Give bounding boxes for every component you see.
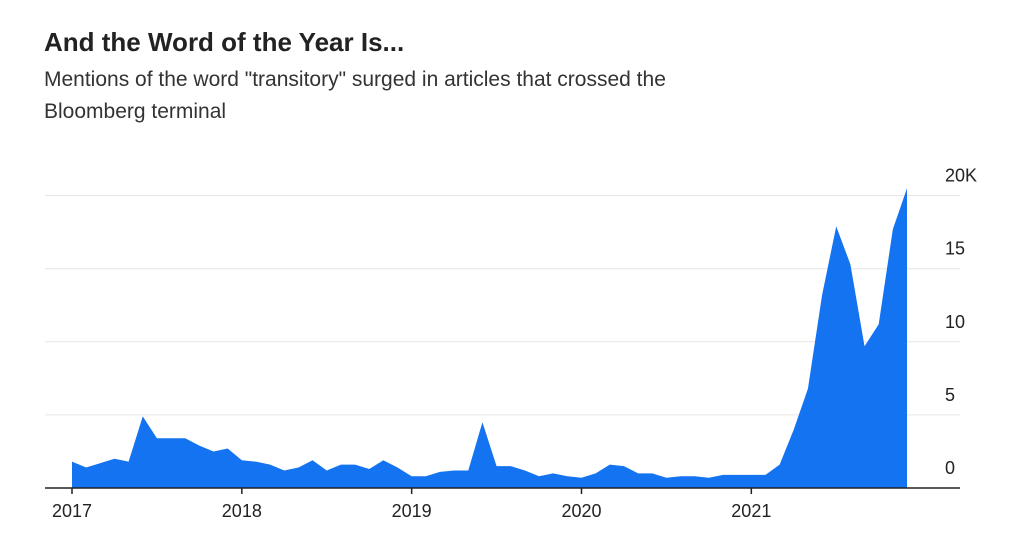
- chart-subtitle: Mentions of the word "transitory" surged…: [44, 68, 666, 91]
- y-tick-label: 0: [945, 458, 955, 478]
- y-tick-label: 5: [945, 385, 955, 405]
- area: [72, 188, 907, 489]
- chart-subtitle: Bloomberg terminal: [44, 100, 226, 123]
- x-tick-label: 2018: [222, 501, 262, 521]
- x-tick-label: 2020: [561, 501, 601, 521]
- y-tick-label: 20K: [945, 166, 977, 186]
- y-tick-label: 10: [945, 312, 965, 332]
- chart-title: And the Word of the Year Is...: [44, 27, 404, 57]
- x-tick-label: 2021: [731, 501, 771, 521]
- y-tick-label: 15: [945, 239, 965, 259]
- x-tick-label: 2017: [52, 501, 92, 521]
- x-tick-label: 2019: [392, 501, 432, 521]
